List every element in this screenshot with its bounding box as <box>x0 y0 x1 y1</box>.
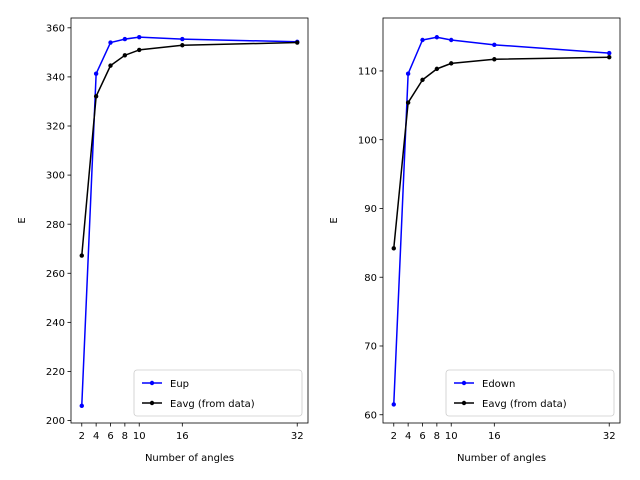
data-point <box>607 50 612 56</box>
x-tick-label: 6 <box>419 431 425 442</box>
data-point <box>420 77 425 83</box>
data-point <box>449 37 454 43</box>
x-tick-label: 32 <box>291 431 304 442</box>
legend-label: Eavg (from data) <box>170 399 255 410</box>
legend: Eup Eavg (from data) <box>133 369 303 417</box>
legend-label: Eup <box>170 379 189 390</box>
legend-item: Eup <box>142 379 189 390</box>
y-tick-label: 200 <box>46 416 65 427</box>
x-tick-label: 4 <box>93 431 99 442</box>
data-point <box>122 36 128 42</box>
y-tick-label: 70 <box>364 342 377 353</box>
y-tick-label: 300 <box>46 171 65 182</box>
data-point <box>180 36 185 42</box>
x-tick-label: 6 <box>107 431 113 442</box>
y-tick-label: 320 <box>46 122 65 133</box>
x-tick-label: 2 <box>391 431 397 442</box>
axes-frame <box>382 17 621 424</box>
plot-area <box>383 18 620 423</box>
data-point <box>93 94 99 99</box>
data-point <box>79 403 84 409</box>
data-point <box>137 47 142 53</box>
y-tick-label: 340 <box>46 73 65 84</box>
legend-item: Edown <box>454 379 515 390</box>
y-tick-label: 220 <box>46 367 65 378</box>
y-tick-label: 90 <box>364 204 377 215</box>
data-point <box>434 35 440 40</box>
y-tick-label: 80 <box>364 273 377 284</box>
x-tick-label: 8 <box>122 431 128 442</box>
axes-frame <box>70 17 309 424</box>
legend-marker <box>149 400 155 406</box>
data-point <box>122 53 128 58</box>
y-tick-label: 280 <box>46 220 65 231</box>
data-point <box>420 37 425 43</box>
x-tick-label: 16 <box>176 431 189 442</box>
y-tick-label: 260 <box>46 269 65 280</box>
x-tick-label: 4 <box>405 431 411 442</box>
series-2 <box>391 54 612 251</box>
data-point <box>391 246 396 251</box>
x-axis-label: Number of angles <box>145 453 234 464</box>
y-tick-label: 360 <box>46 23 65 34</box>
data-point <box>108 63 113 68</box>
x-axis-label: Number of angles <box>457 453 546 464</box>
legend-item: Eavg (from data) <box>454 399 567 410</box>
data-point <box>405 71 411 76</box>
legend: Edown Eavg (from data) <box>445 369 615 417</box>
legend-label: Eavg (from data) <box>482 399 567 410</box>
legend-box <box>445 369 615 417</box>
data-point <box>492 57 497 62</box>
x-tick-label: 16 <box>488 431 501 442</box>
legend-marker <box>461 400 467 406</box>
plot-area <box>71 18 308 423</box>
x-tick-label: 10 <box>133 431 146 442</box>
data-point <box>137 34 142 40</box>
y-tick-label: 60 <box>364 410 377 421</box>
data-point <box>449 61 454 66</box>
y-axis-label: E <box>329 217 340 223</box>
series-1 <box>391 35 612 407</box>
x-tick-label: 10 <box>445 431 458 442</box>
legend-label: Edown <box>482 379 515 390</box>
data-point <box>434 66 440 72</box>
series-2 <box>79 40 300 258</box>
x-tick-label: 8 <box>434 431 440 442</box>
x-tick-label: 32 <box>603 431 616 442</box>
data-point <box>295 40 300 45</box>
y-tick-label: 110 <box>358 67 377 78</box>
y-axis-label: E <box>17 217 28 223</box>
legend-item: Eavg (from data) <box>142 399 255 410</box>
data-point <box>492 42 497 48</box>
data-point <box>79 253 84 258</box>
data-point <box>607 54 612 60</box>
data-point <box>391 402 396 407</box>
x-tick-label: 2 <box>79 431 85 442</box>
chart-1: 2 4 6 8 10 16 32 200 220 240 260 280 300 320 340 360 Num… <box>17 17 309 464</box>
data-point <box>108 40 113 45</box>
y-tick-label: 240 <box>46 318 65 329</box>
chart-2: 2 4 6 8 10 16 32 60 70 80 90 100 110 Number of angles… <box>329 17 621 464</box>
legend-marker <box>461 380 467 386</box>
data-point <box>180 43 185 48</box>
y-tick-label: 100 <box>358 135 377 146</box>
data-point <box>93 71 99 76</box>
legend-box <box>133 369 303 417</box>
legend-marker <box>149 380 155 386</box>
data-point <box>405 100 411 105</box>
